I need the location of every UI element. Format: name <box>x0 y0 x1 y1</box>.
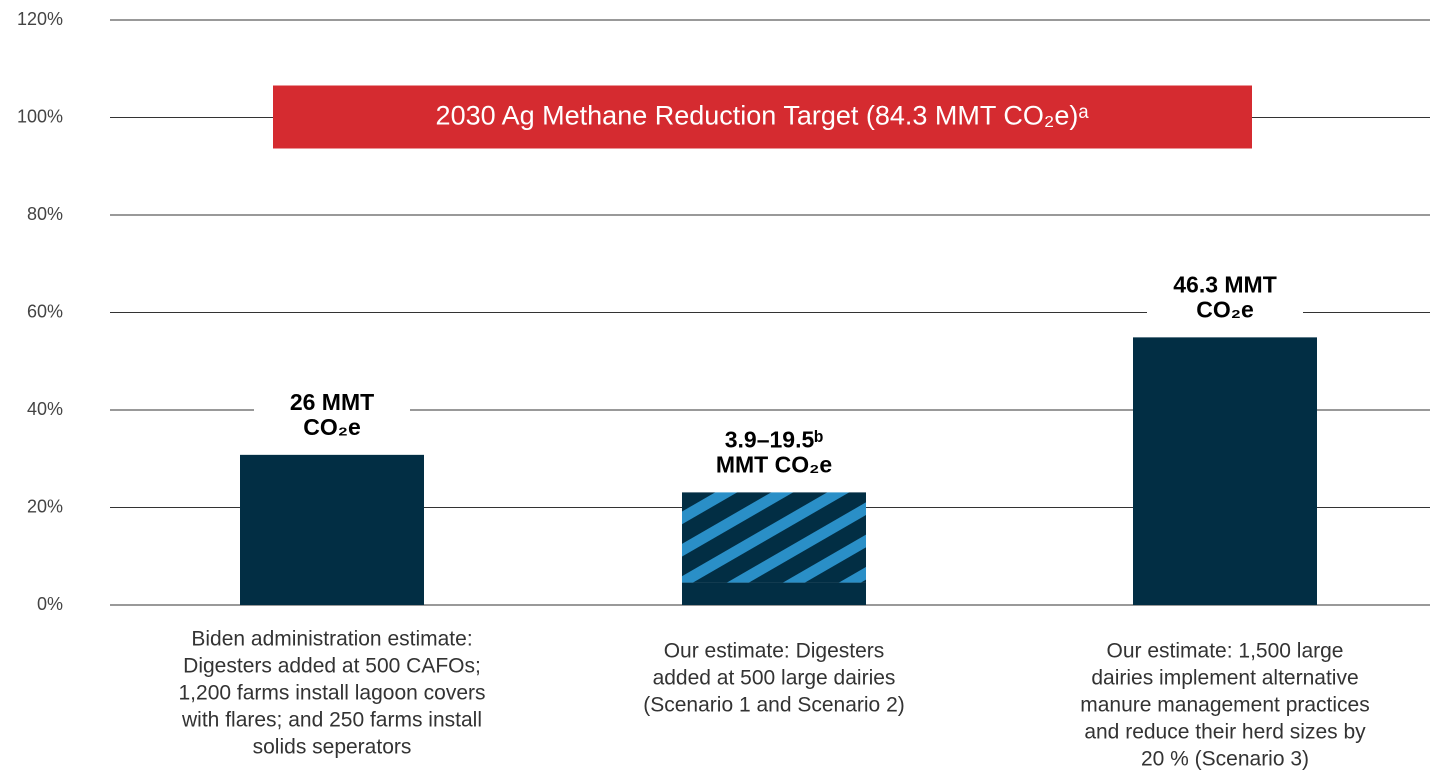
target-banner <box>273 85 1252 149</box>
x-tick-label: with flares; and 250 farms install <box>181 709 482 732</box>
bar-label-bg <box>696 426 852 479</box>
x-tick-label: Our estimate: 1,500 large <box>1107 640 1344 663</box>
x-tick-label: Our estimate: Digesters <box>664 640 885 663</box>
y-tick-label: 100% <box>17 106 63 126</box>
x-tick-label: solids seperators <box>253 736 412 759</box>
bar-label-bg <box>1147 271 1303 324</box>
bar-label: 3.9–19.5ᵇ <box>725 426 824 452</box>
bar <box>682 582 866 605</box>
bar <box>1133 337 1317 605</box>
y-tick-label: 120% <box>17 9 63 29</box>
bar-label: CO₂e <box>1196 296 1254 322</box>
y-tick-label: 80% <box>27 204 63 224</box>
bar <box>240 454 424 605</box>
x-tick-label: manure management practices <box>1080 694 1369 717</box>
x-tick-label: and reduce their herd sizes by <box>1084 721 1366 744</box>
bar-label: MMT CO₂e <box>716 451 832 477</box>
target-label: 2030 Ag Methane Reduction Target (84.3 M… <box>436 101 1090 131</box>
y-tick-label: 40% <box>27 399 63 419</box>
y-tick-label: 20% <box>27 496 63 516</box>
x-tick-label: dairies implement alternative <box>1091 667 1358 690</box>
x-tick-label: 1,200 farms install lagoon covers <box>179 682 486 705</box>
bar-label-bg <box>254 388 410 441</box>
bar-label: 46.3 MMT <box>1173 271 1277 297</box>
x-tick-label: Biden administration estimate: <box>191 628 472 651</box>
y-tick-label: 60% <box>27 301 63 321</box>
bar <box>682 492 866 583</box>
x-tick-label: Digesters added at 500 CAFOs; <box>183 655 481 678</box>
bar-label: 26 MMT <box>290 389 374 415</box>
bar-label: CO₂e <box>303 414 361 440</box>
y-tick-label: 0% <box>37 594 63 614</box>
x-tick-label: added at 500 large dairies <box>653 667 896 690</box>
x-tick-label: 20 % (Scenario 3) <box>1141 748 1309 771</box>
x-tick-label: (Scenario 1 and Scenario 2) <box>643 694 905 717</box>
